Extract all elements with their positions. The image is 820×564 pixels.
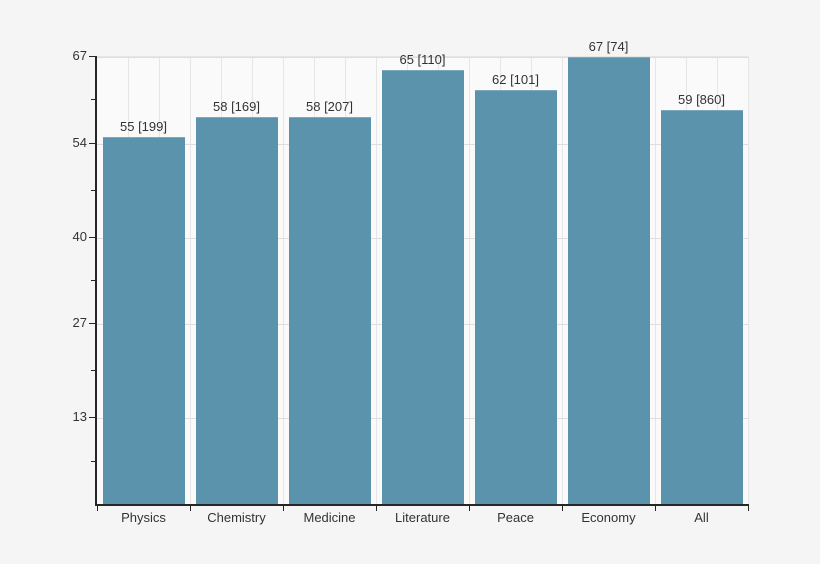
- y-axis-major-tick: [89, 56, 96, 57]
- vertical-gridline: [376, 57, 377, 505]
- y-axis-major-tick: [89, 237, 96, 238]
- x-axis-tick: [190, 506, 191, 511]
- bar-value-label: 58 [169]: [213, 99, 260, 114]
- x-axis-tick: [376, 506, 377, 511]
- y-axis-major-tick: [89, 143, 96, 144]
- vertical-gridline: [562, 57, 563, 505]
- x-axis-tick: [562, 506, 563, 511]
- y-axis-tick-label: 13: [72, 409, 87, 424]
- vertical-gridline: [655, 57, 656, 505]
- x-axis-tick: [655, 506, 656, 511]
- bar-chemistry[interactable]: [196, 117, 278, 505]
- x-axis-category-label: Peace: [497, 510, 534, 525]
- bar-value-label: 65 [110]: [399, 52, 446, 67]
- bar-value-label: 58 [207]: [306, 99, 353, 114]
- y-axis-major-tick: [89, 417, 96, 418]
- y-axis-minor-tick: [91, 99, 96, 100]
- x-axis-category-label: Physics: [121, 510, 166, 525]
- y-axis-tick-label: 67: [72, 48, 87, 63]
- bar-medicine[interactable]: [289, 117, 371, 505]
- x-axis-category-label: Economy: [581, 510, 636, 525]
- bar-value-label: 55 [199]: [120, 119, 167, 134]
- x-axis-tick: [283, 506, 284, 511]
- bar-value-label: 67 [74]: [588, 39, 629, 54]
- y-axis-major-tick: [89, 323, 96, 324]
- y-axis-minor-tick: [91, 280, 96, 281]
- y-axis-minor-tick: [91, 190, 96, 191]
- plot-area: 55 [199] 58 [169] 58 [207] 65 [110] 62 [101]…: [97, 39, 749, 505]
- y-axis-tick-label: 54: [72, 135, 87, 150]
- x-axis-line: [95, 504, 749, 506]
- bar-physics[interactable]: [103, 137, 185, 505]
- y-axis-tick-label: 40: [72, 229, 87, 244]
- bar-value-label: 62 [101]: [492, 72, 539, 87]
- x-axis-category-label: All: [694, 510, 709, 525]
- x-axis-tick: [748, 506, 749, 511]
- y-axis-line: [95, 56, 97, 506]
- y-axis-minor-tick: [91, 461, 96, 462]
- vertical-gridline: [190, 57, 191, 505]
- y-axis-minor-tick: [91, 370, 96, 371]
- x-axis-category-label: Literature: [395, 510, 450, 525]
- x-axis-tick: [97, 506, 98, 511]
- bar-economy[interactable]: [568, 57, 650, 505]
- horizontal-gridline: [97, 57, 748, 58]
- x-axis-category-label: Chemistry: [207, 510, 266, 525]
- y-axis-tick-label: 27: [72, 315, 87, 330]
- vertical-gridline: [469, 57, 470, 505]
- bar-peace[interactable]: [475, 90, 557, 505]
- x-axis-tick: [469, 506, 470, 511]
- bar-value-label: 59 [860]: [678, 92, 725, 107]
- bar-literature[interactable]: [382, 70, 464, 505]
- bar-all[interactable]: [661, 110, 743, 505]
- vertical-gridline: [283, 57, 284, 505]
- x-axis-category-label: Medicine: [303, 510, 356, 525]
